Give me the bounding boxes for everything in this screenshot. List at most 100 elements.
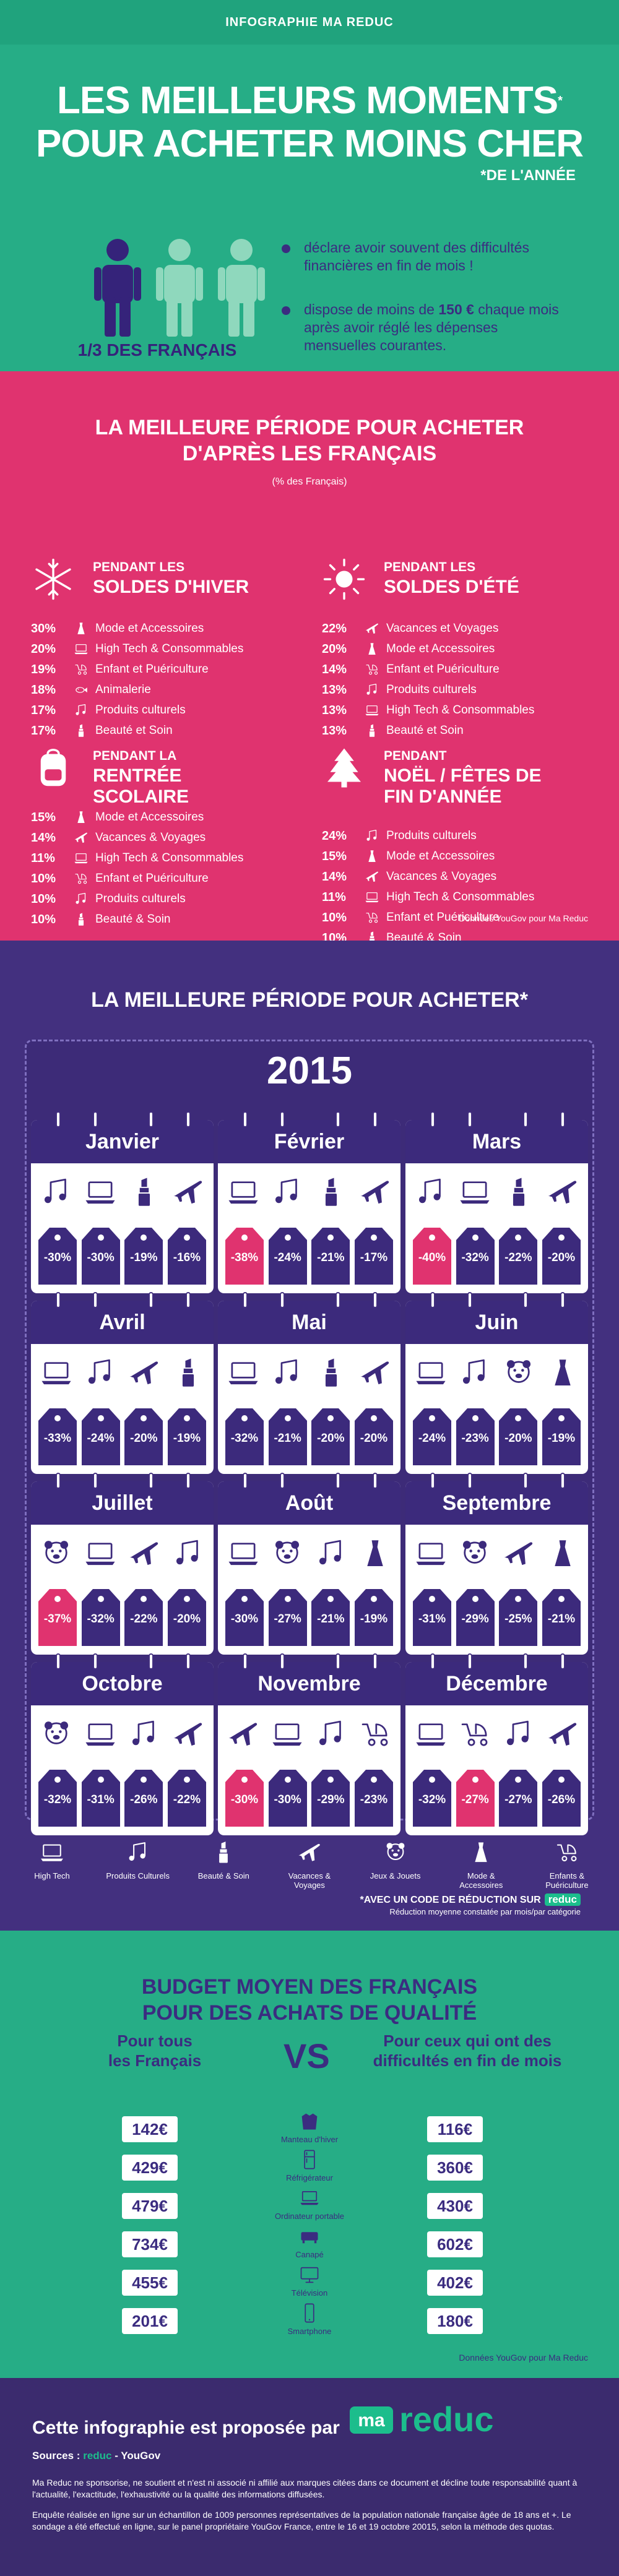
plane-icon: [365, 623, 378, 634]
music-icon: [132, 1720, 154, 1746]
period-title: PENDANT NOËL / FÊTES DE FIN D'ANNÉE: [384, 749, 542, 807]
lipstick-icon: [325, 1178, 337, 1206]
discount-tag: -26%: [124, 1766, 163, 1827]
discount-tag: -20%: [354, 1405, 393, 1465]
bullet-1: déclare avoir souvent des difficultés fi…: [282, 239, 566, 275]
discount-tag: -19%: [354, 1585, 393, 1646]
laptop-icon: [74, 853, 88, 864]
teddy-bear-icon: [386, 1843, 405, 1861]
month-name: Janvier: [31, 1120, 214, 1163]
discount-tag: -38%: [225, 1224, 264, 1285]
period-row: 15% Mode et Accessoires: [31, 808, 279, 827]
budget-item: Télévision: [266, 2264, 353, 2298]
stroller-icon: [366, 665, 378, 675]
month-card: Mars -40% -32% -22% -20%: [405, 1111, 588, 1293]
laptop-icon: [85, 1723, 115, 1746]
snowflake-icon: [35, 558, 71, 600]
title-line-1: LES MEILLEURS MOMENTS: [57, 79, 558, 122]
calendar-legend: High Tech Produits Culturels Beauté & Soin…: [19, 1839, 600, 1890]
legend-item: Mode & Accessoires: [448, 1839, 514, 1890]
month-name: Juin: [405, 1301, 588, 1344]
budget-right-value: 402€: [427, 2270, 483, 2296]
month-card: Avril -33% -24% -20% -19%: [31, 1292, 214, 1474]
laptop-icon: [460, 1181, 490, 1204]
plane-icon: [360, 1361, 389, 1385]
discount-tag: -24%: [413, 1405, 451, 1465]
budget-source: Données YouGov pour Ma Reduc: [459, 2353, 588, 2363]
discount-tag: -30%: [225, 1766, 264, 1827]
periods-section: LA MEILLEURE PÉRIODE POUR ACHETER D'APRÈS…: [0, 371, 619, 945]
budget-right-value: 180€: [427, 2308, 483, 2334]
dress-icon: [555, 1359, 571, 1385]
month-name: Mars: [405, 1120, 588, 1163]
plane-icon: [173, 1181, 202, 1204]
discount-tag: -32%: [38, 1766, 77, 1827]
music-icon: [366, 830, 377, 841]
period-row: 10% Enfant et Puériculture: [31, 869, 279, 889]
laptop-icon: [300, 2191, 319, 2205]
month-card: Février -38% -24% -21% -17%: [218, 1111, 400, 1293]
people-icon: [94, 239, 265, 337]
music-icon: [462, 1359, 485, 1384]
discount-tag: -22%: [499, 1224, 538, 1285]
footer-section: Cette infographie est proposée par ma re…: [0, 2378, 619, 2576]
legend-item: High Tech: [19, 1839, 85, 1889]
period-row: 10% Produits culturels: [31, 889, 279, 909]
stroller-icon: [366, 913, 378, 923]
stroller-icon: [556, 1844, 577, 1862]
discount-tag: -33%: [38, 1405, 77, 1465]
calendar-note: *AVEC UN CODE DE RÉDUCTION SUR reduc Réduc…: [360, 1893, 581, 1916]
music-icon: [176, 1540, 198, 1565]
plane-icon: [173, 1723, 202, 1746]
discount-tag: -32%: [81, 1585, 120, 1646]
page-subtitle: *DE L'ANNÉE: [480, 167, 576, 184]
budget-right-value: 602€: [427, 2231, 483, 2257]
discount-tag: -32%: [456, 1224, 495, 1285]
laptop-icon: [41, 1362, 71, 1385]
plane-icon: [365, 871, 378, 882]
discount-tag: -20%: [167, 1585, 206, 1646]
discount-tag: -16%: [167, 1224, 206, 1285]
discount-tag: -30%: [81, 1224, 120, 1285]
discount-tag: -22%: [167, 1766, 206, 1827]
music-icon: [275, 1359, 297, 1384]
discount-tag: -20%: [499, 1405, 538, 1465]
music-icon: [129, 1842, 145, 1861]
periods-unit: (% des Français): [272, 476, 347, 487]
svg-text:reduc: reduc: [399, 2400, 494, 2439]
laptop-icon: [416, 1723, 446, 1746]
discount-tag: -32%: [413, 1766, 451, 1827]
period-title: PENDANT LES SOLDES D'ÉTÉ: [384, 560, 519, 597]
laptop-icon: [365, 892, 379, 903]
lipstick-icon: [369, 724, 375, 737]
budget-item: Canapé: [266, 2225, 353, 2259]
sofa-icon: [301, 2232, 318, 2244]
fridge-icon: [304, 2150, 315, 2169]
smartphone-icon: [305, 2303, 314, 2323]
period-block: PENDANT LES SOLDES D'ÉTÉ 22% Vacances et Vo…: [322, 557, 569, 738]
svg-text:ma: ma: [358, 2410, 385, 2431]
teddy-bear-icon: [506, 1360, 531, 1383]
month-card: Septembre -31% -29% -25% -21%: [405, 1473, 588, 1655]
legend-item: Produits Culturels: [105, 1839, 171, 1889]
budget-title: BUDGET MOYEN DES FRANÇAIS POUR DES ACHATS…: [141, 1975, 478, 2025]
period-block: PENDANT LES SOLDES D'HIVER 30% Mode et Acce…: [31, 557, 279, 738]
laptop-icon: [228, 1362, 258, 1385]
period-row: 13% High Tech & Consommables: [322, 700, 569, 720]
stroller-icon: [361, 1723, 388, 1746]
period-row: 14% Enfant et Puériculture: [322, 660, 569, 679]
footer-sources: Sources : reduc - YouGov: [32, 2450, 161, 2462]
periods-title: LA MEILLEURE PÉRIODE POUR ACHETER D'APRÈS…: [95, 416, 524, 465]
period-block: PENDANT NOËL / FÊTES DE FIN D'ANNÉE 24% Pro…: [322, 746, 569, 945]
discount-tag: -31%: [81, 1766, 120, 1827]
vs-label: VS: [284, 2036, 330, 2075]
month-card: Mai -32% -21% -20% -20%: [218, 1292, 400, 1474]
month-card: Juin -24% -23% -20% -19%: [405, 1292, 588, 1474]
lipstick-icon: [78, 724, 84, 737]
lipstick-icon: [138, 1178, 150, 1206]
budget-item: Manteau d'hiver: [266, 2110, 353, 2144]
plane-icon: [504, 1542, 533, 1566]
discount-tag: -20%: [542, 1224, 581, 1285]
plane-icon: [74, 832, 87, 843]
calendar-year: 2015: [267, 1049, 352, 1092]
